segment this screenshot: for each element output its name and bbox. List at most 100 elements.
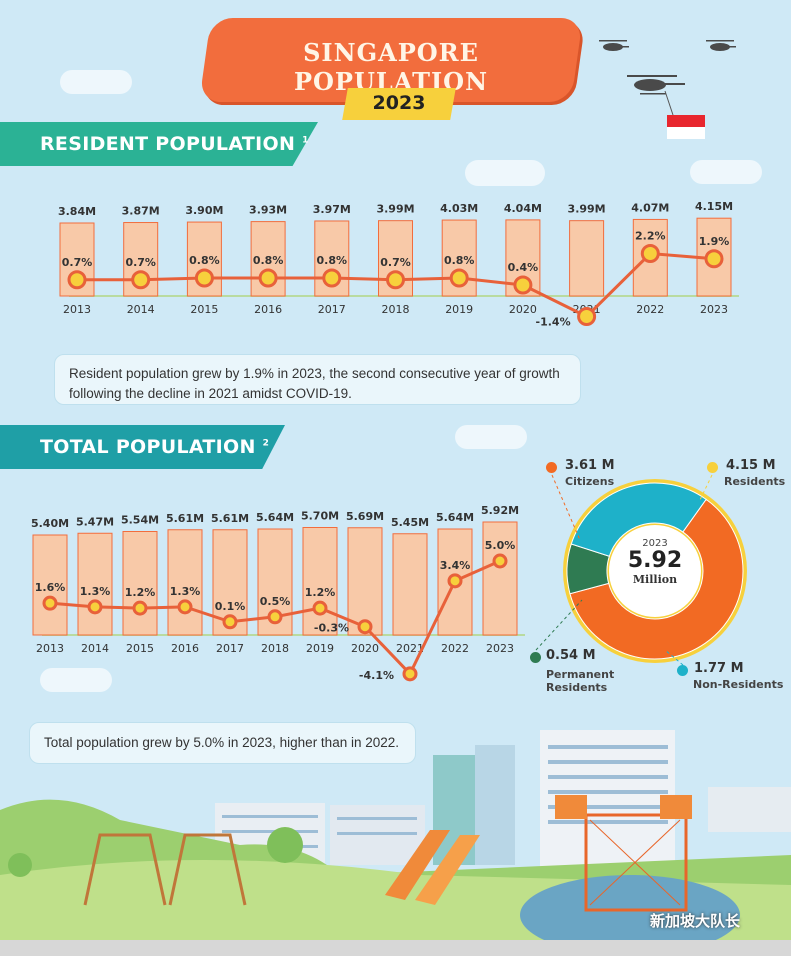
x-tick-label: 2023 bbox=[486, 642, 514, 655]
growth-label: 0.4% bbox=[508, 261, 539, 274]
bar-2019 bbox=[302, 527, 338, 636]
citizens-dot bbox=[546, 462, 557, 473]
bar-value-label: 3.87M bbox=[122, 205, 160, 218]
permanent-residents-dot bbox=[530, 652, 541, 663]
bar-value-label: 5.64M bbox=[436, 511, 474, 524]
bar-value-label: 5.92M bbox=[481, 504, 519, 517]
bar-value-label: 3.97M bbox=[313, 203, 351, 216]
bar-value-label: 5.64M bbox=[256, 511, 294, 524]
x-tick-label: 2023 bbox=[700, 303, 728, 316]
x-tick-label: 2017 bbox=[216, 642, 244, 655]
growth-label: 0.5% bbox=[260, 595, 291, 608]
non-residents-label: Non-Residents bbox=[693, 678, 784, 691]
growth-point-2016 bbox=[177, 599, 193, 615]
x-tick-label: 2017 bbox=[318, 303, 346, 316]
bar-value-label: 3.84M bbox=[58, 205, 96, 218]
growth-label: 1.6% bbox=[35, 581, 66, 594]
bar-value-label: 5.70M bbox=[301, 510, 339, 523]
growth-point-2021 bbox=[402, 666, 418, 682]
bar-value-label: 4.04M bbox=[504, 202, 542, 215]
growth-label: 0.1% bbox=[215, 600, 246, 613]
bar-2013 bbox=[32, 534, 68, 636]
total-section-title-text: TOTAL POPULATION bbox=[40, 436, 256, 458]
residents-value: 4.15 M bbox=[726, 458, 776, 473]
x-tick-label: 2018 bbox=[382, 303, 410, 316]
non-residents-dot bbox=[677, 665, 688, 676]
growth-label: 5.0% bbox=[485, 539, 516, 552]
resident-section-title-text: RESIDENT POPULATION bbox=[40, 133, 296, 155]
x-tick-label: 2015 bbox=[126, 642, 154, 655]
cloud-decoration bbox=[60, 70, 132, 94]
growth-label: -1.4% bbox=[536, 316, 571, 329]
growth-label: -4.1% bbox=[359, 669, 394, 682]
total-section-ribbon bbox=[0, 425, 285, 469]
bar-value-label: 5.47M bbox=[76, 515, 114, 528]
bar-value-label: 5.45M bbox=[391, 516, 429, 529]
donut-slice-citizens bbox=[569, 498, 744, 660]
growth-label: 0.7% bbox=[380, 256, 411, 269]
resident-footnote-mark: 1 bbox=[302, 135, 309, 146]
donut-center-unit: Million bbox=[632, 573, 678, 586]
growth-point-2014 bbox=[131, 270, 151, 290]
growth-point-2015 bbox=[194, 268, 214, 288]
growth-label: 0.7% bbox=[62, 256, 93, 269]
resident-section-ribbon bbox=[0, 122, 318, 166]
growth-point-2018 bbox=[386, 270, 405, 290]
total-note: Total population grew by 5.0% in 2023, h… bbox=[29, 722, 416, 764]
growth-point-2019 bbox=[312, 600, 328, 616]
total-footnote-mark: 2 bbox=[262, 438, 270, 449]
donut-center: 2023 5.92 Million bbox=[614, 530, 696, 586]
growth-label: 1.2% bbox=[125, 586, 156, 599]
cloud-decoration bbox=[455, 425, 527, 449]
bar-value-label: 5.54M bbox=[121, 514, 159, 527]
growth-point-2023 bbox=[704, 249, 724, 269]
non-residents-value: 1.77 M bbox=[694, 661, 744, 676]
bar-2016 bbox=[167, 529, 203, 636]
x-tick-label: 2018 bbox=[261, 642, 289, 655]
growth-point-2022 bbox=[447, 573, 463, 589]
bar-2023 bbox=[482, 521, 518, 636]
growth-label: 1.3% bbox=[80, 585, 111, 598]
x-tick-label: 2016 bbox=[171, 642, 199, 655]
year-label: 2023 bbox=[372, 92, 426, 114]
x-tick-label: 2013 bbox=[36, 642, 64, 655]
bar-value-label: 4.15M bbox=[695, 200, 733, 213]
cloud-decoration bbox=[690, 160, 762, 184]
growth-label: 1.2% bbox=[305, 586, 336, 599]
permanent-residents-label: Permanent Residents bbox=[546, 668, 615, 694]
growth-label: 0.8% bbox=[317, 254, 348, 267]
growth-point-2023 bbox=[492, 553, 508, 569]
growth-point-2015 bbox=[132, 600, 148, 616]
bar-2021 bbox=[569, 220, 605, 297]
donut-center-year: 2023 bbox=[642, 538, 668, 549]
donut-center-value: 5.92 bbox=[627, 548, 683, 573]
donut-hole bbox=[609, 525, 701, 617]
growth-label: 1.3% bbox=[170, 585, 201, 598]
resident-section-title: RESIDENT POPULATION 1 bbox=[40, 133, 309, 155]
helicopter-flag-illustration bbox=[599, 40, 736, 139]
bar-value-label: 4.07M bbox=[631, 201, 669, 214]
growth-point-2020 bbox=[513, 275, 533, 295]
growth-label: 0.8% bbox=[189, 254, 220, 267]
bar-value-label: 4.03M bbox=[440, 202, 478, 215]
bar-value-label: 3.99M bbox=[568, 203, 606, 216]
bar-value-label: 5.69M bbox=[346, 510, 384, 523]
bar-value-label: 5.61M bbox=[211, 512, 249, 525]
x-tick-label: 2014 bbox=[127, 303, 155, 316]
bar-2020 bbox=[347, 527, 383, 636]
growth-point-2013 bbox=[67, 270, 87, 290]
bar-value-label: 5.61M bbox=[166, 512, 204, 525]
growth-point-2017 bbox=[322, 268, 342, 288]
citizens-value: 3.61 M bbox=[565, 458, 615, 473]
growth-point-2022 bbox=[640, 244, 660, 263]
total-population-chart: 5.40M 2013 5.47M 2014 5.54M 2015 5.61M 2016 5.61… bbox=[31, 504, 525, 682]
x-tick-label: 2019 bbox=[445, 303, 473, 316]
bar-2016 bbox=[250, 221, 286, 297]
bar-value-label: 5.40M bbox=[31, 517, 69, 530]
growth-point-2016 bbox=[258, 268, 278, 288]
growth-label: 1.9% bbox=[699, 235, 730, 248]
bar-2021 bbox=[392, 533, 428, 636]
bar-2014 bbox=[77, 532, 113, 636]
x-tick-label: 2022 bbox=[636, 303, 664, 316]
growth-point-2019 bbox=[449, 268, 469, 288]
